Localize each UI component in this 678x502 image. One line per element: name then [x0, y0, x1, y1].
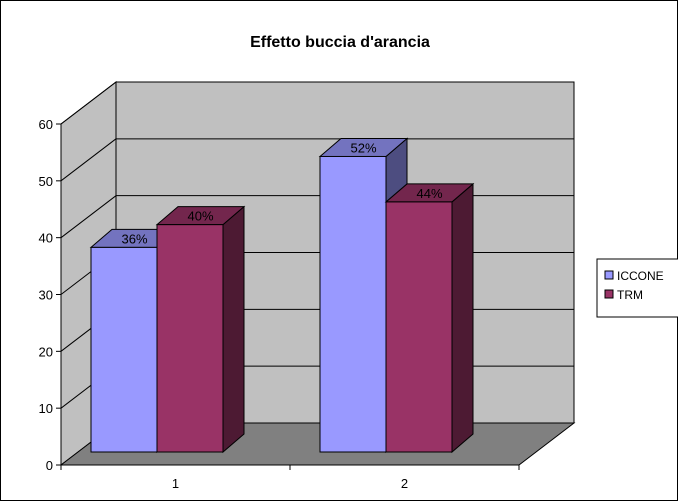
- legend-swatch-iccone: [604, 270, 614, 280]
- legend-box: [596, 258, 678, 318]
- bar-side: [451, 182, 474, 454]
- bar-front: [90, 246, 158, 453]
- x-tick-label-1: 1: [172, 476, 179, 491]
- legend-label-trm: TRM: [617, 288, 643, 302]
- bar-front: [319, 155, 387, 453]
- data-label-iccone-1: 36%: [121, 231, 147, 246]
- gridline-side: [60, 81, 117, 125]
- data-labels: 36% 52% 40% 44%: [121, 140, 442, 246]
- y-tick-label-50: 50: [39, 174, 53, 189]
- data-label-trm-2: 44%: [416, 186, 442, 201]
- data-label-iccone-2: 52%: [350, 140, 376, 155]
- legend-swatch-trm: [604, 289, 614, 299]
- bar-trm-1: [155, 205, 246, 454]
- y-tick-label-10: 10: [39, 401, 53, 416]
- bar-side: [222, 205, 245, 454]
- y-tick-label-20: 20: [39, 344, 53, 359]
- bar-front: [385, 201, 453, 453]
- x-tick-label-2: 2: [401, 476, 408, 491]
- axes: 0 10 20 30 40 50 60 1 2: [39, 117, 520, 491]
- legend: ICCONE TRM: [596, 258, 678, 318]
- data-label-trm-1: 40%: [187, 209, 213, 224]
- chart-title: Effetto buccia d'arancia: [250, 34, 430, 51]
- bar-front: [156, 224, 224, 453]
- gridline-side: [60, 195, 117, 239]
- gridline-side: [60, 138, 117, 182]
- bar-series: [89, 137, 475, 454]
- y-tick-label-0: 0: [46, 458, 53, 473]
- legend-label-iccone: ICCONE: [617, 269, 664, 283]
- y-tick-label-30: 30: [39, 288, 53, 303]
- bar-trm-2: [384, 182, 475, 454]
- y-tick-label-60: 60: [39, 117, 53, 132]
- y-tick-label-40: 40: [39, 231, 53, 246]
